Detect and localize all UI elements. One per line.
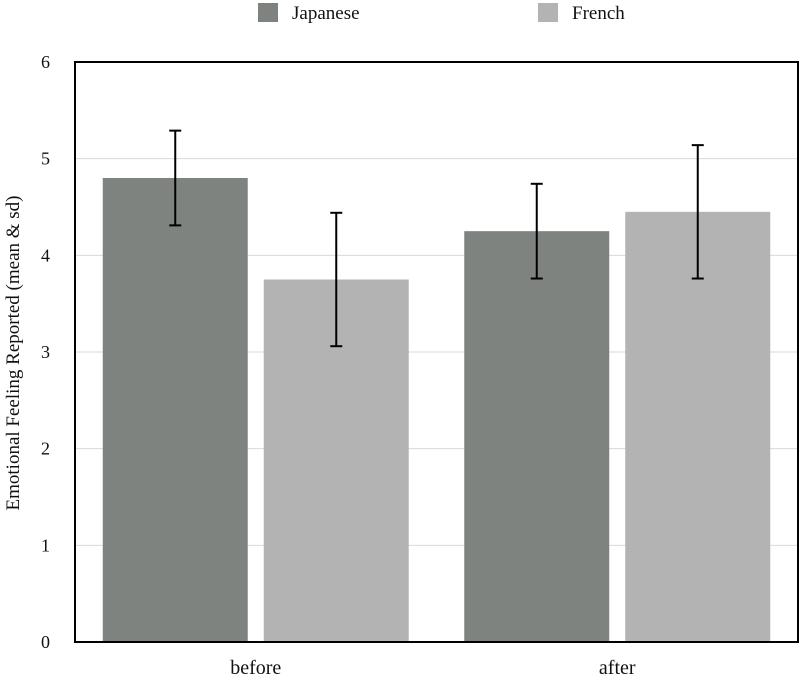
bar-japanese-before bbox=[102, 178, 248, 642]
y-tick-labels: 0 1 2 3 4 5 6 bbox=[41, 52, 50, 652]
axis-layer bbox=[74, 61, 799, 643]
x-category-labels: before after bbox=[230, 657, 636, 679]
error-bar-japanese-before bbox=[169, 129, 182, 227]
error-bar-french-after bbox=[691, 144, 704, 280]
legend-swatch-japanese bbox=[258, 3, 278, 22]
legend-item-french: French bbox=[538, 3, 625, 24]
x-category-label-after: after bbox=[599, 657, 636, 679]
error-bar-french-before bbox=[330, 211, 343, 348]
legend-label-french: French bbox=[572, 3, 625, 24]
legend-swatch-french bbox=[538, 3, 558, 22]
legend-item-japanese: Japanese bbox=[258, 3, 360, 24]
y-axis-title: Emotional Feeling Reported (mean & sd) bbox=[3, 195, 24, 510]
error-bar-japanese-after bbox=[530, 182, 543, 280]
y-tick-label-5: 5 bbox=[41, 149, 50, 169]
bar-japanese-after bbox=[464, 231, 610, 642]
y-tick-label-2: 2 bbox=[41, 439, 50, 459]
legend: Japanese French bbox=[258, 3, 625, 24]
plot-frame bbox=[74, 61, 799, 643]
bar-layer bbox=[102, 178, 771, 643]
y-tick-label-0: 0 bbox=[41, 632, 50, 652]
error-bar-layer bbox=[169, 129, 704, 348]
y-tick-label-6: 6 bbox=[41, 52, 50, 72]
y-tick-label-1: 1 bbox=[41, 535, 50, 555]
legend-label-japanese: Japanese bbox=[292, 3, 360, 24]
y-tick-label-3: 3 bbox=[41, 342, 50, 362]
y-tick-label-4: 4 bbox=[41, 245, 50, 265]
x-category-label-before: before bbox=[230, 657, 281, 679]
bar-french-after bbox=[625, 211, 771, 643]
